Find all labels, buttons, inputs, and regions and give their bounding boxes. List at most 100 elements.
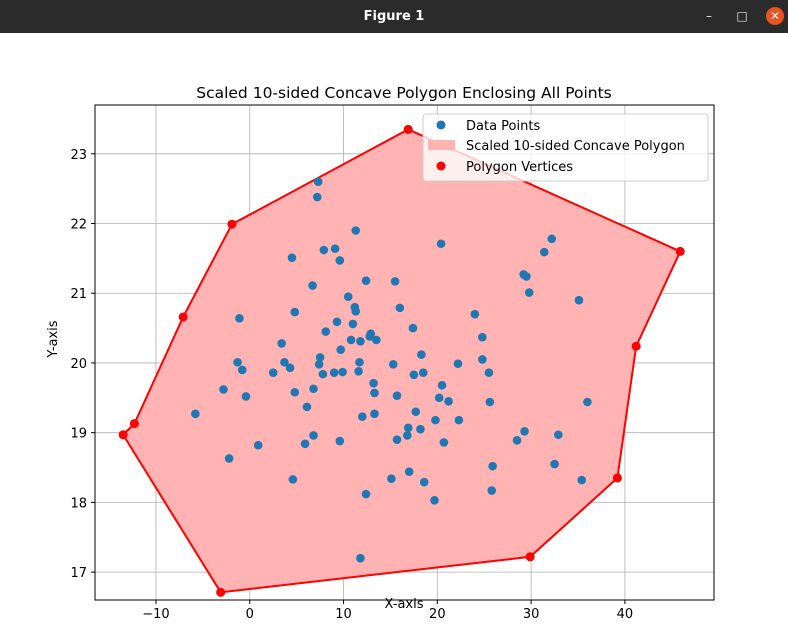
data-point	[335, 256, 345, 265]
legend-marker-polygon	[428, 140, 455, 150]
data-point	[431, 415, 440, 425]
data-point	[390, 277, 400, 286]
data-point	[277, 339, 286, 348]
data-point	[437, 380, 447, 390]
data-points	[191, 177, 592, 563]
window-title: Figure 1	[363, 9, 425, 24]
minimize-icon[interactable]: –	[706, 9, 712, 23]
data-point	[309, 384, 318, 394]
polygon-layer	[121, 128, 682, 594]
data-point	[318, 369, 328, 379]
x-tick-label: 0	[246, 607, 254, 622]
data-point	[416, 424, 425, 434]
data-point	[369, 378, 378, 388]
legend[interactable]: Data Points Scaled 10-sided Concave Poly…	[422, 113, 709, 182]
y-tick-label: 17	[70, 566, 87, 581]
data-point	[574, 295, 584, 305]
data-point	[354, 367, 363, 376]
y-tick-label: 21	[70, 287, 87, 302]
data-point	[409, 370, 419, 380]
data-point	[233, 357, 242, 367]
data-point	[309, 431, 318, 440]
data-point	[355, 357, 364, 367]
data-point	[321, 327, 331, 336]
data-point	[370, 388, 379, 398]
data-point	[290, 307, 300, 317]
data-point	[388, 360, 398, 369]
chart-title: Scaled 10-sided Concave Polygon Enclosin…	[196, 84, 612, 102]
y-tick-label: 18	[70, 496, 87, 511]
data-point	[338, 367, 347, 377]
data-point	[361, 276, 371, 285]
scatter-chart: −10 0 10 20 30 40 17 18 19 20 21 22 23 Scaled 10-sid…	[46, 84, 715, 622]
data-point	[470, 309, 480, 319]
data-point	[392, 435, 402, 444]
data-point	[285, 363, 295, 373]
data-point	[403, 423, 413, 433]
data-point	[237, 365, 247, 375]
data-point	[370, 409, 379, 419]
polygon-vertex	[612, 473, 622, 483]
data-point	[280, 357, 289, 367]
data-point	[411, 407, 421, 417]
legend-label-polygon: Scaled 10-sided Concave Polygon	[466, 139, 685, 154]
data-point	[300, 439, 310, 449]
data-point	[436, 239, 446, 249]
data-point	[512, 436, 522, 445]
data-point	[241, 392, 251, 401]
data-point	[219, 385, 228, 394]
data-point	[312, 192, 322, 202]
data-point	[539, 247, 549, 257]
data-point	[357, 412, 367, 421]
y-axis-label: Y-axis	[46, 320, 61, 358]
figure-canvas[interactable]: −10 0 10 20 30 40 17 18 19 20 21 22 23 Scaled 10-sid…	[0, 33, 788, 627]
data-point	[372, 335, 381, 345]
close-icon[interactable]: ✕	[766, 7, 784, 25]
data-point	[287, 253, 297, 262]
data-point	[335, 436, 345, 446]
polygon-vertex	[631, 341, 641, 351]
legend-marker-vertices	[436, 161, 446, 171]
data-point	[395, 303, 405, 313]
data-point	[387, 474, 396, 483]
polygon-vertices	[118, 124, 685, 597]
data-point	[361, 489, 371, 499]
polygon-vertex	[216, 587, 226, 597]
axes-frame	[94, 104, 715, 601]
data-point	[332, 317, 342, 327]
x-tick-label: 40	[617, 607, 634, 622]
polygon-vertex	[403, 124, 413, 134]
data-point	[408, 323, 418, 333]
data-point	[308, 281, 317, 290]
y-tick-label: 23	[70, 148, 87, 163]
data-point	[484, 368, 494, 378]
axis-ticks: −10 0 10 20 30 40 17 18 19 20 21 22 23	[70, 148, 633, 622]
maximize-icon[interactable]: □	[736, 9, 748, 23]
data-point	[356, 337, 365, 346]
data-point	[302, 402, 312, 412]
polygon-vertex	[675, 246, 685, 256]
data-point	[268, 368, 278, 378]
legend-marker-points	[436, 120, 446, 130]
polygon-vertex	[525, 552, 535, 562]
y-tick-label: 19	[70, 427, 87, 442]
data-point	[577, 475, 587, 485]
data-point	[547, 234, 557, 244]
title-bar: Figure 1 – □ ✕	[0, 0, 788, 33]
data-point	[235, 314, 244, 323]
data-point	[336, 345, 346, 355]
legend-label-vertices: Polygon Vertices	[466, 160, 573, 175]
data-point	[404, 467, 414, 477]
data-point	[356, 553, 365, 563]
x-tick-label: 10	[335, 607, 352, 622]
x-tick-label: −10	[142, 607, 169, 622]
data-point	[290, 387, 300, 397]
data-point	[403, 431, 412, 440]
data-point	[351, 307, 361, 316]
y-tick-label: 22	[70, 218, 87, 233]
data-point	[439, 438, 449, 447]
data-point	[485, 397, 495, 407]
legend-label-points: Data Points	[466, 119, 540, 134]
x-tick-label: 20	[429, 607, 446, 622]
